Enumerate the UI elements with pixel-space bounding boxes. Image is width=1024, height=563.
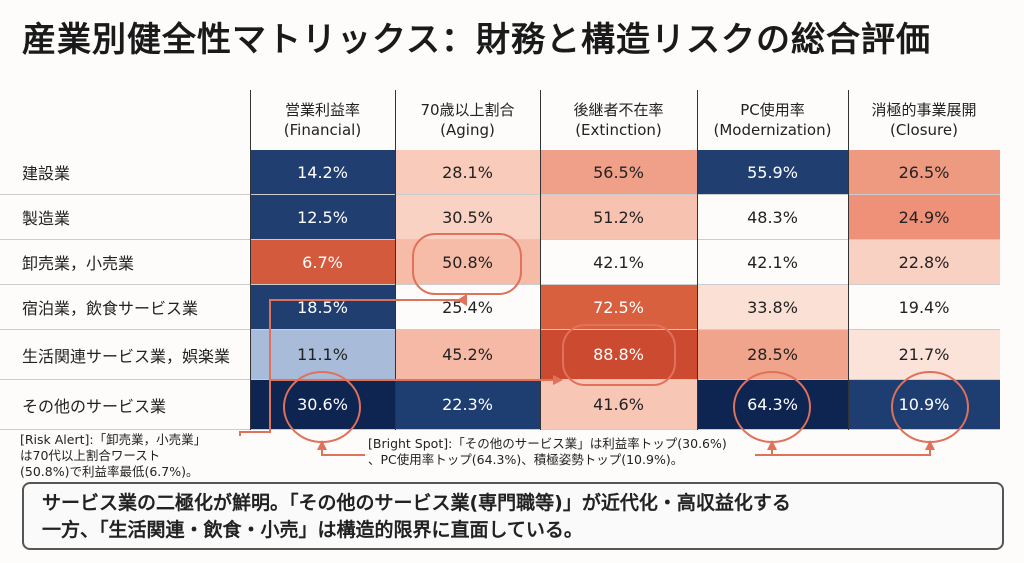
heatmap-cell: 18.5% bbox=[250, 285, 395, 330]
heatmap-cell: 22.3% bbox=[395, 380, 540, 430]
risk-arrow bbox=[239, 299, 467, 436]
bright-spot-line: 、PC使用率トップ(64.3%)、積極姿勢トップ(10.9%)。 bbox=[368, 452, 684, 467]
row-label: 生活関連サービス業，娯楽業 bbox=[0, 330, 250, 380]
heatmap-cell: 6.7% bbox=[250, 240, 395, 285]
column-divider bbox=[250, 90, 251, 430]
column-sub: (Financial) bbox=[283, 121, 362, 139]
heatmap-cell: 64.3% bbox=[697, 380, 848, 430]
column-sub: (Extinction) bbox=[575, 121, 662, 139]
highlight-ring bbox=[412, 233, 522, 295]
column-name: 消極的事業展開 bbox=[871, 101, 977, 119]
heatmap-cell: 30.6% bbox=[250, 380, 395, 430]
heatmap-cell: 72.5% bbox=[540, 285, 697, 330]
arrowhead-icon bbox=[925, 440, 935, 450]
heatmap-cell: 14.2% bbox=[250, 150, 395, 195]
heatmap-cell: 24.9% bbox=[848, 195, 1000, 240]
row-label: 製造業 bbox=[0, 195, 250, 240]
column-divider bbox=[540, 90, 541, 430]
heatmap-cell: 33.8% bbox=[697, 285, 848, 330]
heatmap-cell: 50.8% bbox=[395, 240, 540, 285]
arrowhead-icon bbox=[767, 440, 777, 450]
column-name: 営業利益率 bbox=[284, 101, 360, 119]
highlight-ring bbox=[733, 371, 811, 443]
column-sub: (Modernization) bbox=[713, 121, 832, 139]
heatmap-cell: 26.5% bbox=[848, 150, 1000, 195]
summary-line: 一方、「生活関連・飲食・小売」は構造的限界に直面している。 bbox=[42, 519, 583, 541]
column-name: 後継者不在率 bbox=[573, 101, 664, 119]
heatmap-cell: 55.9% bbox=[697, 150, 848, 195]
row-label: 卸売業，小売業 bbox=[0, 240, 250, 285]
heatmap-cell: 25.4% bbox=[395, 285, 540, 330]
column-header: 営業利益率 (Financial) bbox=[250, 90, 395, 150]
summary-line: サービス業の二極化が鮮明。「その他のサービス業(専門職等)」が近代化・高収益化す… bbox=[42, 492, 791, 514]
heatmap-cell: 42.1% bbox=[540, 240, 697, 285]
column-divider bbox=[697, 90, 698, 430]
bright-arrow bbox=[755, 445, 931, 456]
column-name: PC使用率 bbox=[740, 101, 805, 119]
highlight-ring bbox=[562, 324, 676, 386]
risk-alert-line: は70代以上割合ワースト bbox=[20, 448, 161, 463]
row-label: 建設業 bbox=[0, 150, 250, 195]
heatmap-cell: 42.1% bbox=[697, 240, 848, 285]
column-divider bbox=[848, 90, 849, 430]
column-sub: (Closure) bbox=[890, 121, 958, 139]
heatmap-cell: 22.8% bbox=[848, 240, 1000, 285]
heatmap-cell: 56.5% bbox=[540, 150, 697, 195]
column-name: 70歳以上割合 bbox=[420, 101, 515, 119]
heatmap-cell: 19.4% bbox=[848, 285, 1000, 330]
heatmap-cell: 28.1% bbox=[395, 150, 540, 195]
arrowhead-icon bbox=[317, 440, 327, 450]
bright-arrow bbox=[321, 445, 365, 456]
arrowhead-icon bbox=[553, 375, 563, 385]
risk-alert-line: (50.8%)で利益率最低(6.7%)。 bbox=[20, 464, 199, 479]
heatmap-cell: 88.8% bbox=[540, 330, 697, 380]
row-label: 宿泊業，飲食サービス業 bbox=[0, 285, 250, 330]
highlight-ring bbox=[283, 371, 361, 443]
heatmap-cell: 12.5% bbox=[250, 195, 395, 240]
bright-spot-line: [Bright Spot]:「その他のサービス業」は利益率トップ(30.6%) bbox=[368, 436, 727, 451]
column-header: 後継者不在率 (Extinction) bbox=[540, 90, 697, 150]
highlight-ring bbox=[891, 371, 969, 443]
column-header: PC使用率 (Modernization) bbox=[697, 90, 848, 150]
bright-spot-note: [Bright Spot]:「その他のサービス業」は利益率トップ(30.6%) … bbox=[368, 436, 727, 468]
column-header: 消極的事業展開 (Closure) bbox=[848, 90, 1000, 150]
heatmap-cell: 41.6% bbox=[540, 380, 697, 430]
heatmap-cell: 30.5% bbox=[395, 195, 540, 240]
heatmap-cell: 28.5% bbox=[697, 330, 848, 380]
column-divider bbox=[395, 90, 396, 430]
row-label: その他のサービス業 bbox=[0, 380, 250, 430]
column-sub: (Aging) bbox=[440, 121, 495, 139]
summary-box: サービス業の二極化が鮮明。「その他のサービス業(専門職等)」が近代化・高収益化す… bbox=[22, 482, 1004, 550]
heatmap-cell: 51.2% bbox=[540, 195, 697, 240]
risk-alert-note: [Risk Alert]:「卸売業，小売業」 は70代以上割合ワースト (50.… bbox=[20, 432, 207, 480]
risk-alert-line: [Risk Alert]:「卸売業，小売業」 bbox=[20, 432, 207, 447]
column-header: 70歳以上割合 (Aging) bbox=[395, 90, 540, 150]
heatmap-cell: 10.9% bbox=[848, 380, 1000, 430]
page-title: 産業別健全性マトリックス：財務と構造リスクの総合評価 bbox=[22, 20, 931, 60]
arrowhead-icon bbox=[457, 294, 467, 306]
heatmap-cell: 48.3% bbox=[697, 195, 848, 240]
